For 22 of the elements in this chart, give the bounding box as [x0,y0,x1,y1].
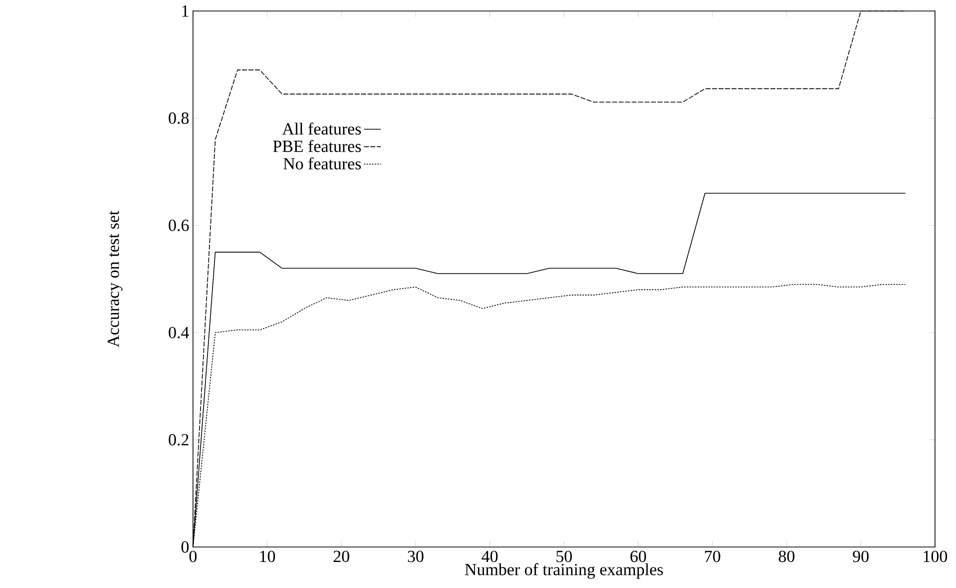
x-tick-label: 30 [408,550,424,562]
y-axis-title: Accuracy on test set [108,210,123,348]
x-tick-label: 80 [778,550,794,562]
legend-label: PBE features [273,140,361,152]
x-tick-label: 40 [482,550,498,562]
y-tick-label: 0.2 [168,434,188,446]
x-tick-label: 50 [556,550,572,562]
y-tick-label: 0.8 [168,112,189,124]
legend-label: All features [282,122,361,135]
legend-label: No features [283,157,361,170]
x-tick-label: 60 [630,550,646,562]
x-tick-label: 70 [705,550,720,562]
y-tick-label: 1 [182,5,188,17]
x-tick-label: 100 [924,550,948,562]
x-tick-label: 20 [334,550,350,562]
y-tick-label: 0.4 [168,326,190,338]
x-tick-label: 0 [189,550,197,562]
x-axis-title: Number of training examples [465,563,663,579]
y-tick-label: 0 [181,541,189,553]
x-tick-label: 90 [852,550,869,562]
x-tick-label: 10 [260,550,276,562]
y-tick-label: 0.6 [168,220,189,232]
